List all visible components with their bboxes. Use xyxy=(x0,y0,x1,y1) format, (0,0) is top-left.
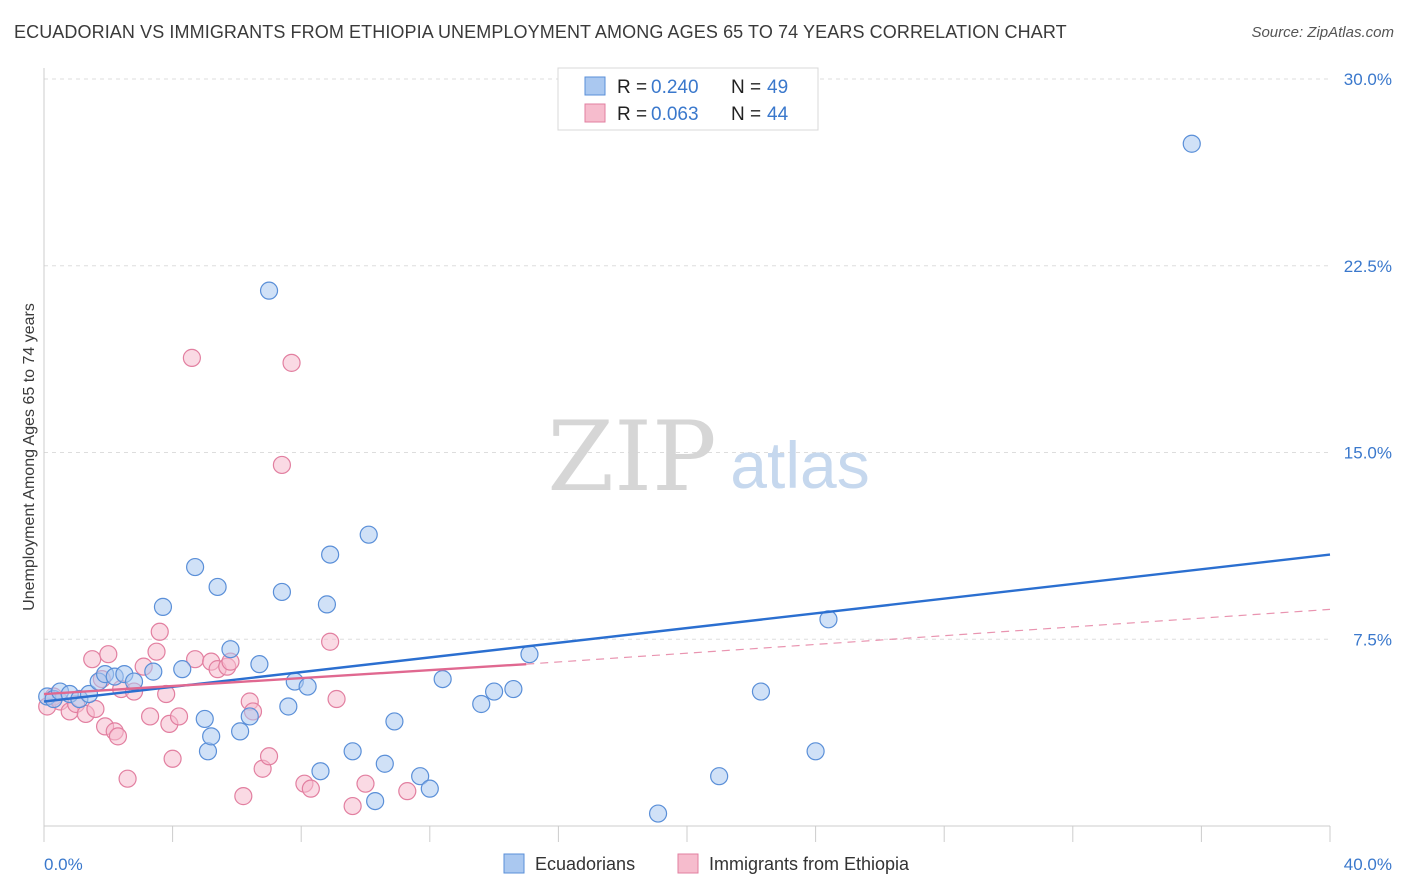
trend-line-ethiopia xyxy=(43,662,527,696)
y-tick-labels: 7.5% 15.0% 22.5% 30.0% xyxy=(1344,70,1392,649)
point-ecuadorian xyxy=(198,742,218,761)
point-ethiopia xyxy=(398,782,417,801)
point-ecuadorian xyxy=(520,645,539,664)
point-ecuadorian xyxy=(153,597,173,616)
legend-swatch-ecuadorians xyxy=(503,853,525,874)
point-ecuadorian xyxy=(359,525,378,544)
point-ethiopia xyxy=(99,645,118,664)
data-points xyxy=(38,134,1201,823)
point-ethiopia xyxy=(259,747,279,766)
point-ethiopia xyxy=(150,622,169,641)
stats-r-label-blue: R = xyxy=(617,77,647,98)
point-ecuadorian xyxy=(411,767,430,786)
point-ethiopia xyxy=(321,632,340,651)
trend-line-ecuadorians xyxy=(43,553,1331,703)
point-ecuadorian xyxy=(1182,134,1201,153)
point-ecuadorian xyxy=(366,791,385,811)
stats-legend: R = 0.240 N = 49 R = 0.063 N = 44 xyxy=(557,67,819,131)
legend-label-ecuadorians: Ecuadorians xyxy=(535,854,635,874)
point-ethiopia xyxy=(327,689,346,709)
stats-n-value-blue: 49 xyxy=(767,77,788,98)
point-ecuadorian xyxy=(375,754,394,773)
trend-line-ethiopia-extension xyxy=(526,608,1331,665)
stats-r-value-pink: 0.063 xyxy=(651,104,699,125)
point-ecuadorian xyxy=(710,767,729,786)
point-ecuadorian xyxy=(240,707,259,726)
y-tick-label: 7.5% xyxy=(1353,630,1392,649)
point-ecuadorian xyxy=(202,727,221,746)
point-ethiopia xyxy=(83,650,102,669)
stats-r-value-blue: 0.240 xyxy=(651,77,699,98)
point-ecuadorian xyxy=(173,660,192,679)
stats-n-label-blue: N = xyxy=(731,77,761,98)
point-ecuadorian xyxy=(504,679,523,699)
point-ethiopia xyxy=(301,779,320,798)
point-ethiopia xyxy=(356,774,375,793)
legend-label-ethiopia: Immigrants from Ethiopia xyxy=(709,854,910,874)
point-ecuadorian xyxy=(472,694,491,714)
trend-lines xyxy=(43,553,1331,703)
point-ethiopia xyxy=(118,769,137,788)
chart-title: ECUADORIAN VS IMMIGRANTS FROM ETHIOPIA U… xyxy=(14,22,1067,42)
y-axis-label: Unemployment Among Ages 65 to 74 years xyxy=(21,303,38,611)
point-ethiopia xyxy=(343,796,362,816)
point-ecuadorian xyxy=(485,682,504,701)
point-ecuadorian xyxy=(751,682,771,701)
point-ecuadorian xyxy=(250,655,269,674)
watermark: ZIP atlas xyxy=(547,401,869,513)
point-ecuadorian xyxy=(208,577,227,597)
watermark-atlas: atlas xyxy=(730,428,869,502)
stats-n-label-pink: N = xyxy=(731,104,761,125)
point-ecuadorian xyxy=(433,669,452,689)
y-tick-label: 15.0% xyxy=(1344,444,1392,463)
legend-swatch-ethiopia xyxy=(677,853,699,874)
watermark-zip: ZIP xyxy=(547,401,716,513)
point-ethiopia xyxy=(108,727,128,746)
y-tick-label: 30.0% xyxy=(1344,70,1392,89)
point-ecuadorian xyxy=(279,697,298,716)
stats-legend-swatch-blue xyxy=(584,76,606,96)
point-ecuadorian xyxy=(317,595,337,614)
series-legend: Ecuadorians Immigrants from Ethiopia xyxy=(503,853,910,874)
point-ethiopia xyxy=(163,749,182,768)
x-tick-labels: 0.0% 40.0% xyxy=(44,855,1392,874)
x-tick-label-min: 0.0% xyxy=(44,855,83,874)
point-ecuadorian xyxy=(806,742,825,761)
point-ethiopia xyxy=(272,455,292,475)
point-ecuadorian xyxy=(648,804,668,823)
source-label: Source: ZipAtlas.com xyxy=(1251,24,1394,41)
point-ecuadorian xyxy=(420,779,439,798)
point-ecuadorian xyxy=(272,582,292,602)
x-tick-label-max: 40.0% xyxy=(1344,855,1392,874)
point-ethiopia xyxy=(182,348,201,367)
point-ethiopia xyxy=(86,699,105,719)
point-ecuadorian xyxy=(221,640,240,659)
point-ecuadorian xyxy=(231,722,250,741)
point-ecuadorian xyxy=(259,281,279,300)
point-ecuadorian xyxy=(311,762,330,781)
stats-legend-swatch-pink xyxy=(584,103,606,123)
stats-r-label-pink: R = xyxy=(617,104,647,125)
point-ecuadorian xyxy=(385,712,404,731)
y-tick-label: 22.5% xyxy=(1344,257,1392,276)
point-ecuadorian xyxy=(343,742,362,761)
point-ecuadorian xyxy=(186,557,205,577)
point-ecuadorian xyxy=(144,662,163,681)
gridlines xyxy=(44,78,1330,640)
point-ethiopia xyxy=(282,353,301,372)
point-ethiopia xyxy=(169,707,189,726)
point-ecuadorian xyxy=(195,709,214,729)
point-ethiopia xyxy=(147,642,166,661)
point-ecuadorian xyxy=(321,545,340,564)
point-ecuadorian xyxy=(298,677,317,696)
point-ethiopia xyxy=(234,787,253,806)
stats-n-value-pink: 44 xyxy=(767,104,789,125)
point-ethiopia xyxy=(140,707,160,726)
